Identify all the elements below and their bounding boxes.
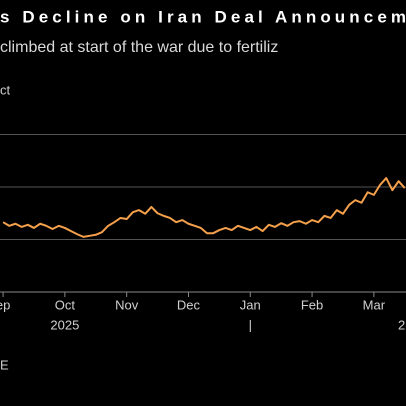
price-line — [2, 177, 406, 238]
year-label: | — [249, 317, 252, 332]
x-tick-label: ep — [0, 297, 10, 312]
x-tick-label: Jan — [240, 297, 261, 312]
chart-subtitle: climbed at start of the war due to ferti… — [0, 39, 278, 56]
x-tick-label: Dec — [177, 297, 201, 312]
source: E — [0, 357, 9, 372]
x-tick-label: Feb — [301, 297, 323, 312]
chart-title: s Decline on Iran Deal Announcem — [0, 7, 406, 26]
year-label: 2 — [398, 317, 405, 332]
x-tick-label: Mar — [363, 297, 386, 312]
x-tick-label: Oct — [55, 297, 76, 312]
y-axis-label: ct — [0, 82, 11, 97]
year-label: 2025 — [50, 317, 79, 332]
x-tick-label: Nov — [115, 297, 139, 312]
